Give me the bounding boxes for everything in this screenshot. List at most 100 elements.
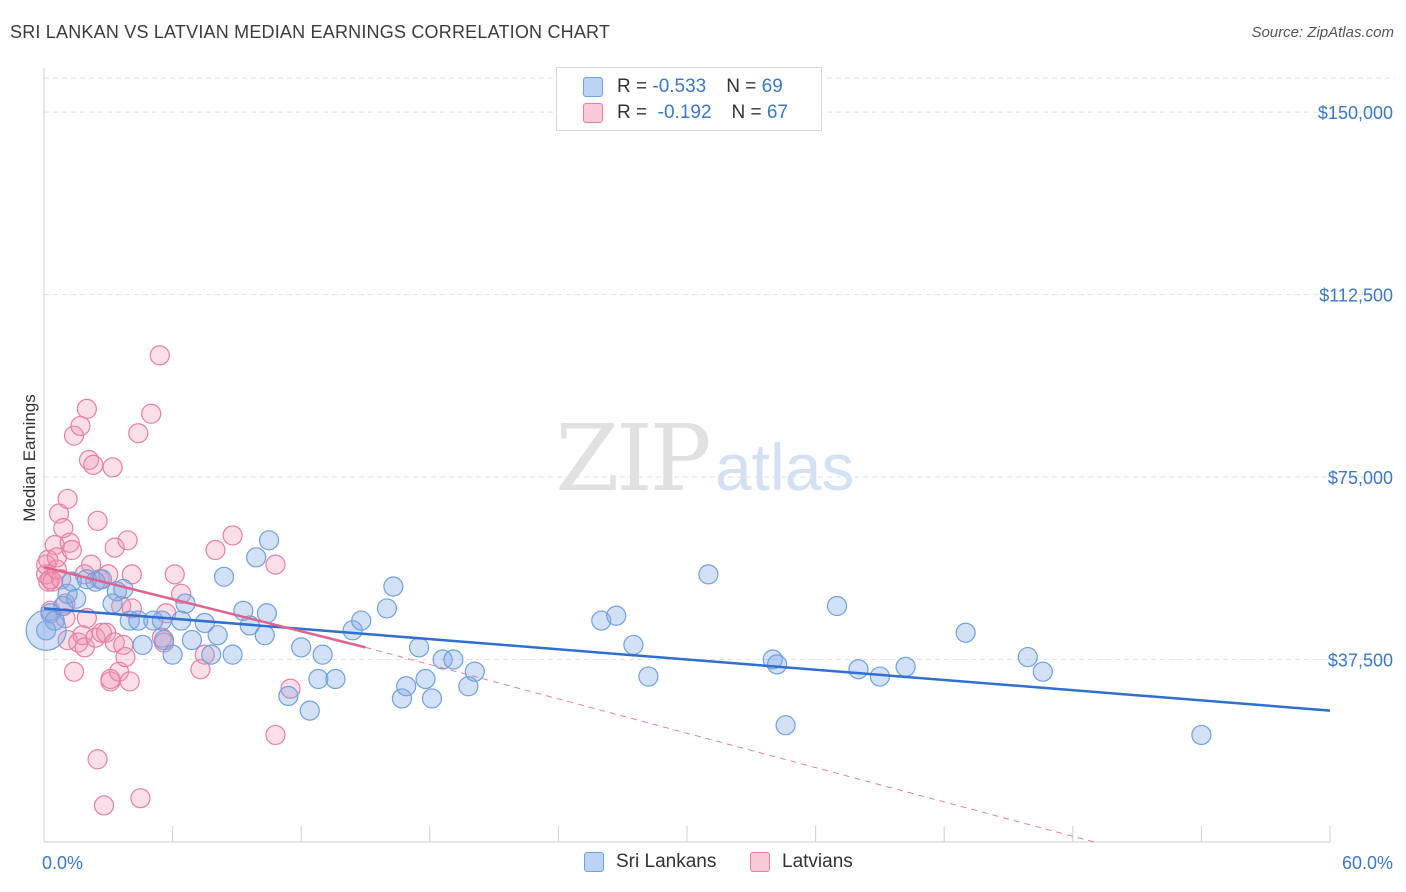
trend-line-latvians-extended bbox=[365, 646, 1095, 843]
data-point bbox=[149, 345, 170, 366]
data-point bbox=[128, 423, 149, 444]
trend-line-sri-lankans bbox=[43, 607, 1331, 712]
data-point bbox=[623, 634, 644, 656]
legend-row-sri-lankans: R = -0.533 N = 69 bbox=[583, 74, 783, 100]
series-sri-lankans bbox=[25, 530, 1212, 746]
data-point bbox=[213, 566, 235, 587]
data-point bbox=[87, 510, 108, 531]
legend-n-value: 69 bbox=[761, 76, 783, 97]
data-point bbox=[698, 564, 719, 585]
legend-swatch-sri-lankans bbox=[583, 77, 603, 97]
data-point bbox=[194, 644, 215, 665]
data-point bbox=[299, 700, 320, 721]
data-point bbox=[132, 634, 153, 656]
data-point bbox=[25, 609, 67, 651]
data-point bbox=[464, 661, 485, 682]
legend-r-label: R = bbox=[617, 76, 653, 97]
data-point bbox=[104, 537, 125, 558]
legend-n-label: N = bbox=[731, 102, 767, 123]
data-point bbox=[638, 666, 659, 687]
data-point bbox=[421, 688, 443, 709]
data-point bbox=[265, 554, 286, 575]
x-tick-label-min: 0.0% bbox=[42, 853, 83, 873]
data-point bbox=[70, 415, 91, 437]
y-tick-label: $75,000 bbox=[1328, 468, 1393, 488]
data-point bbox=[87, 749, 108, 770]
data-point bbox=[117, 530, 138, 551]
data-point bbox=[848, 659, 869, 680]
data-point bbox=[83, 454, 104, 475]
data-point bbox=[130, 788, 151, 809]
data-point bbox=[66, 588, 87, 609]
data-point bbox=[205, 539, 226, 561]
data-point bbox=[258, 530, 280, 551]
data-point bbox=[396, 676, 417, 697]
x-tick-label-max: 60.0% bbox=[1342, 853, 1393, 873]
data-point bbox=[162, 644, 183, 665]
legend-swatch-latvians bbox=[583, 103, 603, 123]
data-point bbox=[1017, 646, 1038, 668]
watermark-zip: ZIP bbox=[555, 405, 708, 512]
y-tick-label: $37,500 bbox=[1328, 651, 1393, 671]
data-point bbox=[63, 661, 85, 682]
data-point bbox=[308, 668, 329, 690]
data-point bbox=[61, 539, 82, 561]
data-point bbox=[325, 668, 346, 690]
data-point bbox=[376, 598, 398, 619]
trend-line-latvians bbox=[43, 565, 366, 649]
data-point bbox=[115, 646, 136, 668]
data-point bbox=[151, 610, 172, 631]
data-point bbox=[119, 671, 140, 692]
legend-r-value: -0.533 bbox=[652, 76, 707, 97]
data-point bbox=[895, 656, 916, 677]
legend-row-latvians: R = -0.192 N = 67 bbox=[583, 100, 788, 126]
data-point bbox=[201, 644, 222, 665]
data-point bbox=[606, 605, 627, 626]
legend-swatch-sri-lankans bbox=[584, 852, 604, 872]
legend-r-label: R = bbox=[617, 102, 653, 123]
watermark: ZIP atlas bbox=[555, 405, 854, 512]
legend-r-value: -0.192 bbox=[652, 102, 712, 123]
data-point bbox=[775, 715, 796, 736]
data-point bbox=[955, 622, 976, 643]
data-point bbox=[222, 525, 243, 546]
data-point bbox=[1191, 724, 1212, 746]
data-point bbox=[222, 644, 243, 665]
legend-item-sri-lankans[interactable]: Sri Lankans bbox=[584, 851, 716, 873]
axes bbox=[43, 68, 1331, 843]
watermark-atlas: atlas bbox=[715, 430, 854, 504]
y-tick-label: $150,000 bbox=[1318, 103, 1393, 123]
data-point bbox=[1032, 661, 1053, 682]
data-point bbox=[415, 668, 436, 690]
legend-n-value: 67 bbox=[766, 102, 789, 123]
data-point bbox=[102, 457, 123, 478]
correlation-legend: R = -0.533 N = 69 R = -0.192 N = 67 bbox=[556, 67, 822, 131]
data-point bbox=[59, 532, 80, 553]
data-point bbox=[383, 576, 404, 597]
data-point bbox=[121, 598, 142, 619]
data-point bbox=[164, 564, 185, 585]
data-point bbox=[57, 488, 78, 510]
y-tick-label: $112,500 bbox=[1319, 286, 1393, 306]
data-point bbox=[246, 547, 267, 568]
grid bbox=[44, 77, 1395, 661]
legend-item-latvians[interactable]: Latvians bbox=[750, 851, 853, 873]
data-point bbox=[207, 625, 228, 646]
data-point bbox=[591, 610, 612, 631]
data-point bbox=[93, 795, 115, 816]
data-point bbox=[291, 637, 312, 658]
data-point bbox=[265, 724, 286, 746]
data-point bbox=[766, 654, 788, 675]
data-point bbox=[181, 629, 202, 651]
trend-lines bbox=[43, 565, 1331, 843]
data-point bbox=[141, 403, 162, 424]
data-point bbox=[391, 688, 413, 709]
legend-label-sri-lankans: Sri Lankans bbox=[616, 851, 717, 872]
y-axis-label: Median Earnings bbox=[20, 394, 39, 522]
legend-swatch-latvians bbox=[750, 852, 770, 872]
data-point bbox=[171, 583, 192, 604]
legend-label-latvians: Latvians bbox=[782, 851, 853, 872]
source-label: Source: ZipAtlas.com bbox=[1251, 24, 1394, 41]
data-point bbox=[63, 425, 85, 446]
